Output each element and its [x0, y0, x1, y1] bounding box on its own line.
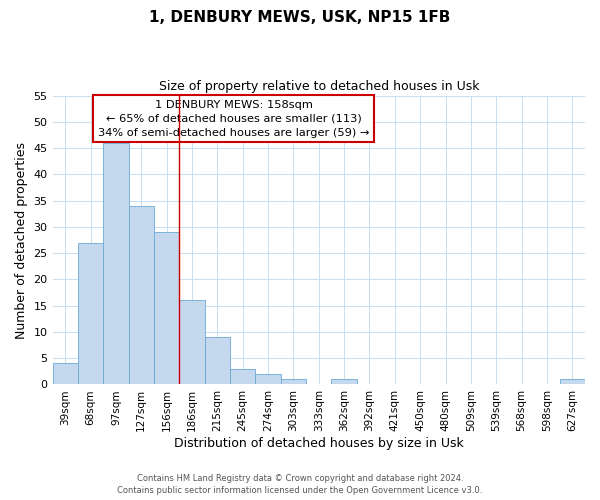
Bar — [53, 364, 78, 384]
Bar — [205, 337, 230, 384]
Bar — [154, 232, 179, 384]
Text: Contains HM Land Registry data © Crown copyright and database right 2024.
Contai: Contains HM Land Registry data © Crown c… — [118, 474, 482, 495]
Bar — [230, 368, 256, 384]
X-axis label: Distribution of detached houses by size in Usk: Distribution of detached houses by size … — [174, 437, 464, 450]
Bar — [560, 379, 585, 384]
Text: 1, DENBURY MEWS, USK, NP15 1FB: 1, DENBURY MEWS, USK, NP15 1FB — [149, 10, 451, 25]
Bar — [179, 300, 205, 384]
Y-axis label: Number of detached properties: Number of detached properties — [15, 142, 28, 338]
Bar — [331, 379, 357, 384]
Bar — [103, 143, 128, 384]
Bar — [128, 206, 154, 384]
Bar — [256, 374, 281, 384]
Bar — [78, 242, 103, 384]
Bar — [281, 379, 306, 384]
Title: Size of property relative to detached houses in Usk: Size of property relative to detached ho… — [158, 80, 479, 93]
Text: 1 DENBURY MEWS: 158sqm
← 65% of detached houses are smaller (113)
34% of semi-de: 1 DENBURY MEWS: 158sqm ← 65% of detached… — [98, 100, 369, 138]
